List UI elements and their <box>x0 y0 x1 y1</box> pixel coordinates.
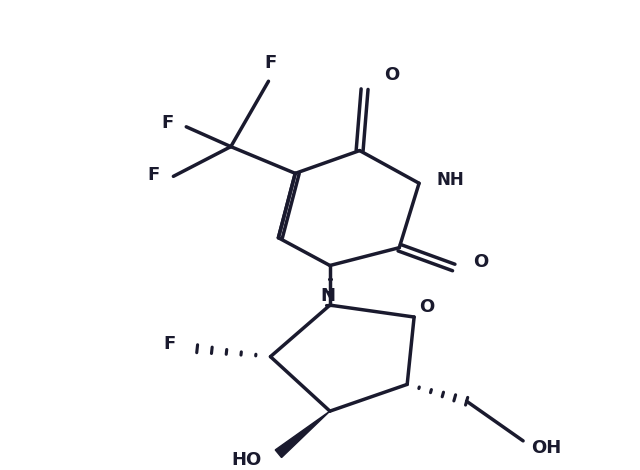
Text: HO: HO <box>232 451 262 469</box>
Text: F: F <box>147 166 160 184</box>
Text: F: F <box>161 114 173 132</box>
Text: NH: NH <box>437 171 465 189</box>
Text: N: N <box>321 287 335 305</box>
Text: F: F <box>264 55 276 72</box>
Polygon shape <box>275 411 330 458</box>
Text: O: O <box>419 298 435 316</box>
Text: O: O <box>473 252 488 271</box>
Text: F: F <box>163 335 175 353</box>
Text: OH: OH <box>531 439 561 457</box>
Text: O: O <box>384 66 399 84</box>
